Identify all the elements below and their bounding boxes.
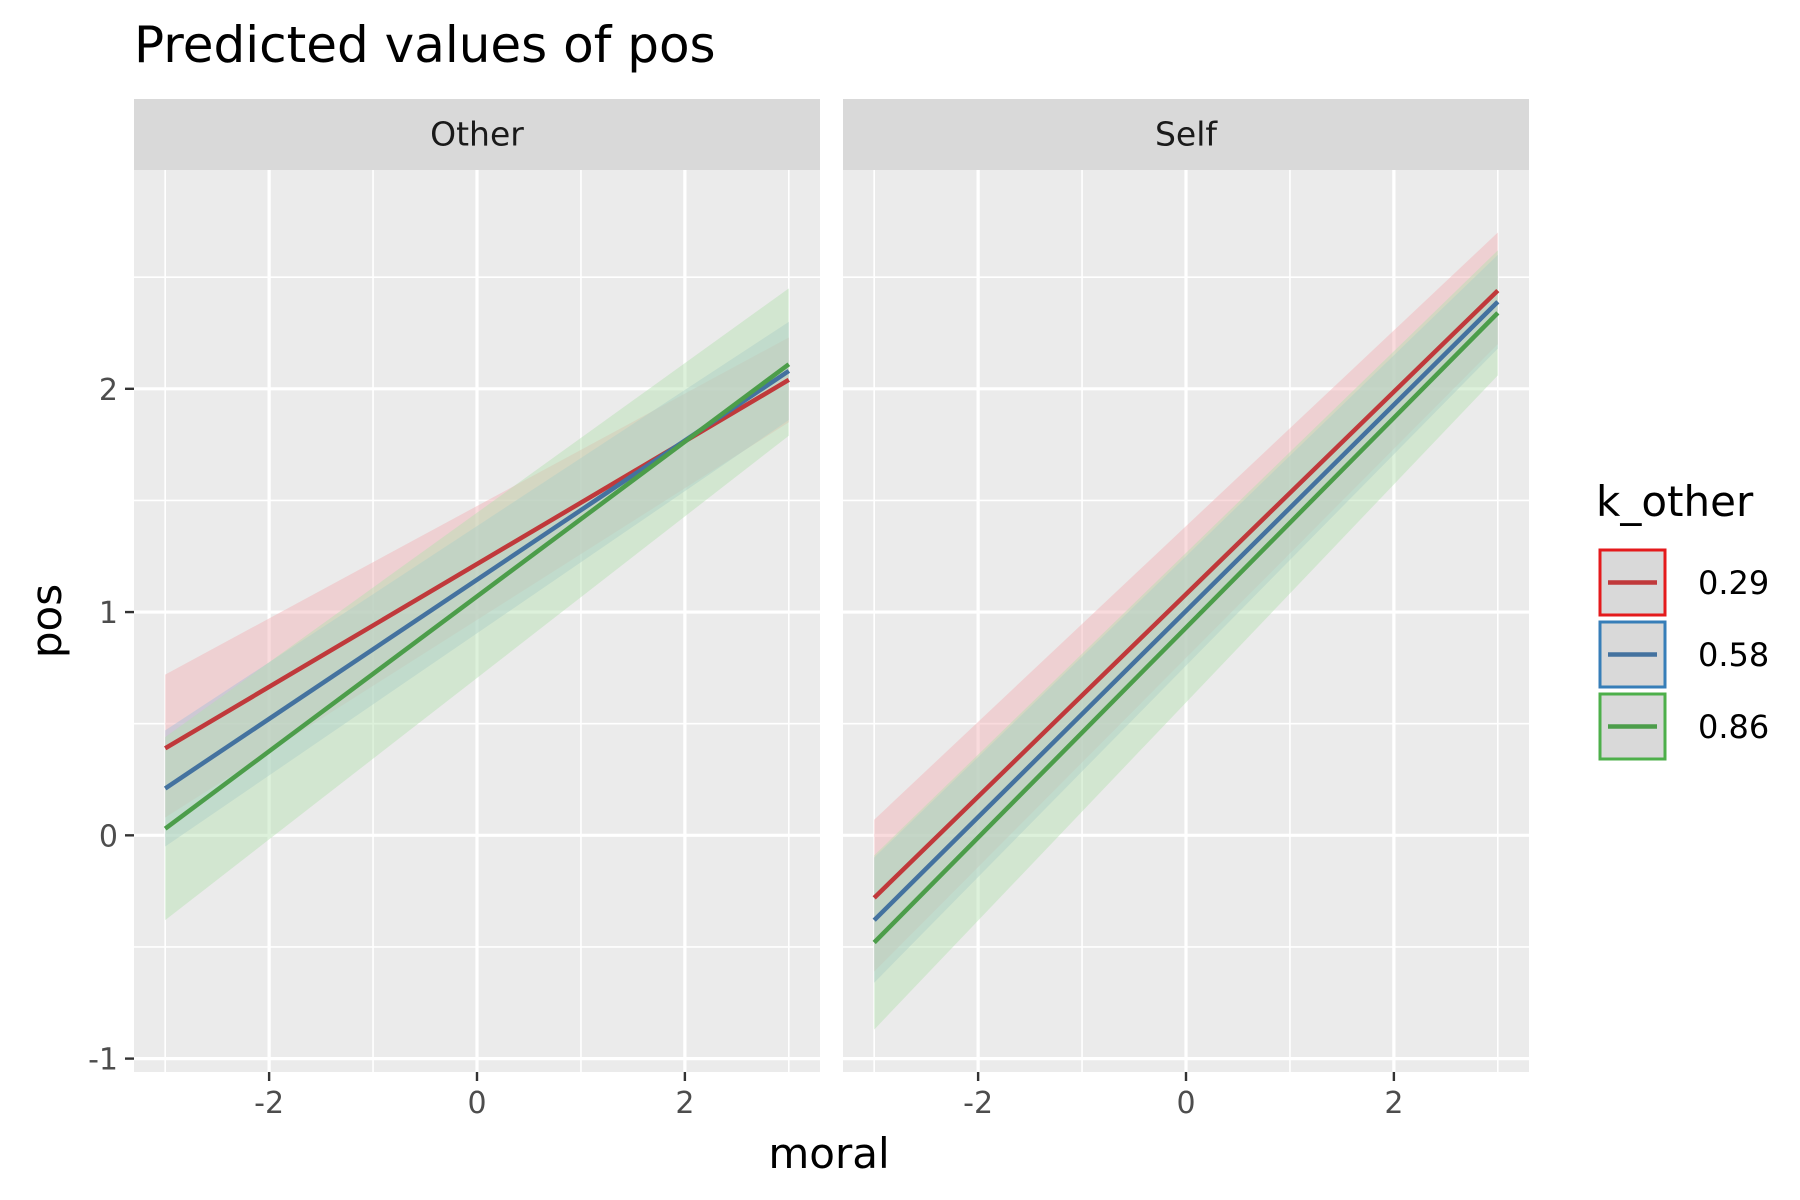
x-tick-label: 2 (1384, 1086, 1403, 1121)
legend-label: 0.29 (1698, 564, 1769, 602)
legend-item-0.29: 0.29 (1598, 548, 1769, 617)
legend-label: 0.58 (1698, 636, 1769, 674)
facet-strip-label: Other (430, 115, 524, 154)
x-tick-label: -2 (963, 1086, 993, 1121)
legend-item-0.58: 0.58 (1598, 620, 1769, 689)
chart-title: Predicted values of pos (134, 16, 716, 74)
panel-other: Other -2 0 2 (134, 99, 820, 1121)
y-axis: -1 0 1 2 (88, 373, 134, 1078)
legend: k_other 0.29 0.58 0.86 (1596, 477, 1769, 761)
x-tick-label: -2 (254, 1086, 284, 1121)
y-axis-title: pos (22, 584, 71, 658)
legend-item-0.86: 0.86 (1598, 692, 1769, 761)
series-line-0.86 (163, 362, 791, 831)
legend-title: k_other (1596, 477, 1754, 526)
ci-band-0.58 (874, 254, 1498, 983)
legend-label: 0.86 (1698, 708, 1769, 746)
y-tick-label: 2 (99, 373, 118, 408)
y-tick-label: 1 (99, 596, 118, 631)
series-line-0.29 (872, 288, 1500, 900)
x-tick-label: 0 (467, 1086, 486, 1121)
x-tick-label: 2 (675, 1086, 694, 1121)
series-line-0.86 (872, 311, 1500, 945)
y-tick-label: 0 (99, 819, 118, 854)
facet-strip-label: Self (1155, 115, 1218, 154)
facet-strip (134, 99, 820, 170)
x-axis-title: moral (768, 1129, 889, 1178)
facet-panels: Other -2 0 2 Self -2 0 2 (134, 99, 1529, 1121)
y-tick-label: -1 (88, 1043, 118, 1078)
ci-band-0.86 (165, 288, 789, 921)
facet-strip (843, 99, 1529, 170)
x-tick-label: 0 (1176, 1086, 1195, 1121)
series-line-0.58 (872, 300, 1500, 922)
panel-self: Self -2 0 2 (843, 99, 1529, 1121)
